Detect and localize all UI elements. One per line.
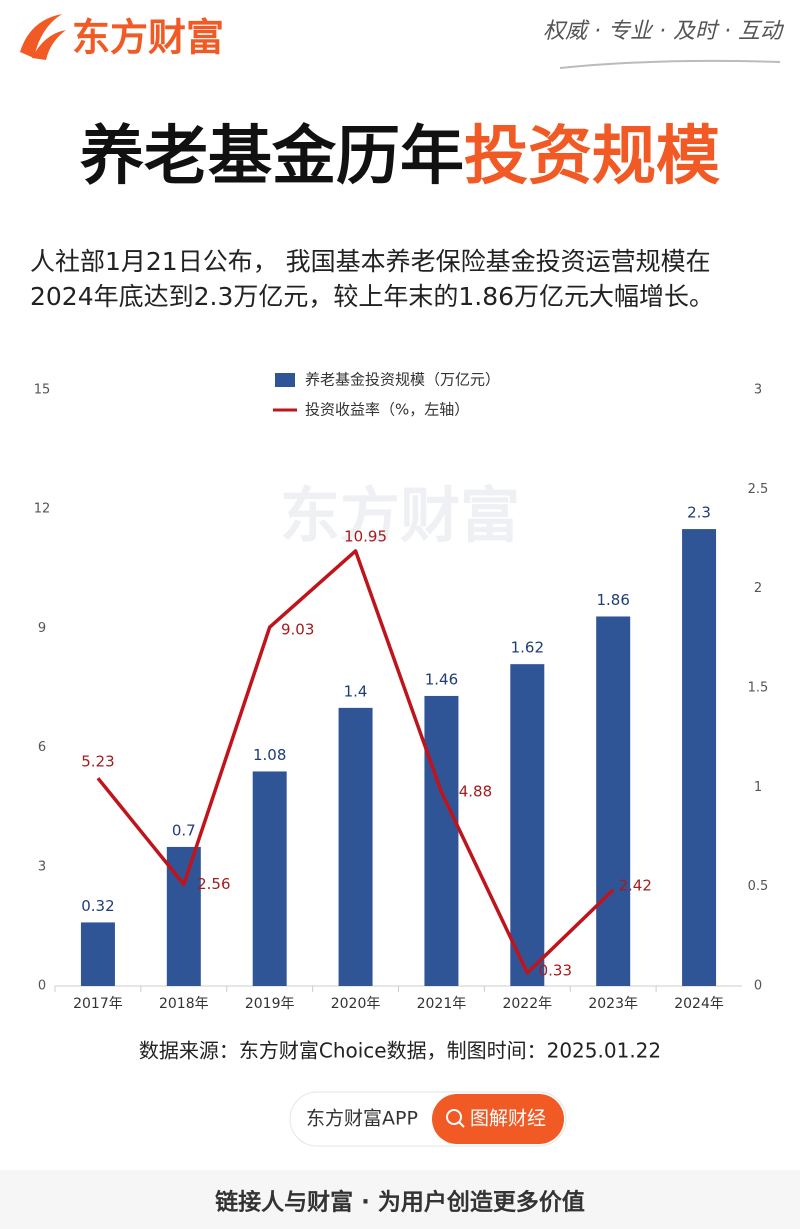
y2-tick-label: 3 (754, 383, 762, 398)
legend-swatch (275, 373, 295, 387)
bar (80, 922, 115, 986)
line-value-label: 5.23 (81, 753, 114, 771)
chart: 东方财富 0 3 6 9 12 15 0 0.5 1 1.5 2 2.5 3 2017年 2018年 2019… (34, 371, 769, 1013)
bar (510, 664, 545, 986)
x-tick-label: 2018年 (159, 996, 209, 1012)
logo-icon (20, 14, 66, 60)
bar-value-label: 1.46 (425, 670, 458, 688)
title-main: 养老基金历年 (80, 120, 464, 194)
page-title: 养老基金历年投资规模 (80, 120, 720, 194)
intro-line: 2024年底达到2.3万亿元，较上年末的1.86万亿元大幅增长。 (30, 282, 714, 311)
y-tick-label: 0 (38, 979, 46, 994)
title-highlight: 投资规模 (464, 120, 720, 194)
watermark: 东方财富 (280, 482, 520, 552)
line-value-label: 0.33 (539, 961, 572, 979)
y-tick-label: 3 (38, 859, 46, 874)
x-tick-label: 2023年 (588, 996, 638, 1012)
line-value-label: 2.56 (197, 875, 230, 893)
legend-label: 投资收益率（%，左轴） (305, 401, 469, 419)
x-tick-label: 2020年 (331, 996, 381, 1012)
slogan-underline (559, 59, 781, 69)
y-tick-label: 9 (38, 621, 46, 636)
bar (338, 707, 373, 986)
bar-value-label: 1.86 (596, 591, 629, 609)
y2-tick-label: 2 (754, 581, 762, 596)
bar-value-label: 0.32 (81, 897, 114, 915)
line-value-label: 10.95 (344, 527, 387, 545)
app-name: 东方财富APP (306, 1108, 418, 1130)
line (96, 549, 615, 975)
x-tick-label: 2017年 (73, 996, 123, 1012)
bar-value-label: 2.3 (687, 504, 711, 522)
slogan: 权威 · 专业 · 及时 · 互动 (543, 19, 785, 44)
app-button-label[interactable]: 图解财经 (470, 1108, 546, 1130)
bar-value-label: 1.62 (511, 639, 544, 657)
line-value-label: 2.42 (618, 876, 651, 894)
bar-value-label: 0.7 (172, 821, 196, 839)
y2-tick-label: 0.5 (748, 879, 769, 894)
bar (596, 616, 631, 986)
bar (252, 771, 287, 986)
y-tick-label: 15 (34, 383, 51, 398)
x-tick-label: 2019年 (245, 996, 295, 1012)
logo-text: 东方财富 (72, 16, 224, 60)
x-tick-label: 2022年 (502, 996, 552, 1012)
source-note: 数据来源：东方财富Choice数据，制图时间：2025.01.22 (139, 1039, 661, 1063)
x-tick-label: 2021年 (417, 996, 467, 1012)
search-icon (458, 1121, 465, 1128)
y-tick-label: 6 (38, 740, 46, 755)
footer-band (0, 1170, 800, 1229)
app-button[interactable] (432, 1094, 564, 1144)
search-icon (446, 1109, 462, 1125)
line-value-label: 4.88 (459, 783, 492, 801)
bar-value-label: 1.4 (344, 682, 368, 700)
y2-tick-label: 2.5 (748, 482, 769, 497)
x-tick-label: 2024年 (674, 996, 724, 1012)
line-value-label: 9.03 (281, 621, 314, 639)
bar (682, 529, 717, 986)
legend-label: 养老基金投资规模（万亿元） (305, 371, 500, 389)
y2-tick-label: 1 (754, 780, 762, 795)
y2-tick-label: 1.5 (748, 681, 769, 696)
y2-tick-label: 0 (754, 979, 762, 994)
bar (424, 695, 459, 986)
y-tick-label: 12 (34, 502, 51, 517)
bar-value-label: 1.08 (253, 746, 286, 764)
footer-text: 链接人与财富 · 为用户创造更多价值 (215, 1189, 585, 1216)
intro-line: 人社部1月21日公布， 我国基本养老保险基金投资运营规模在 (30, 247, 711, 276)
